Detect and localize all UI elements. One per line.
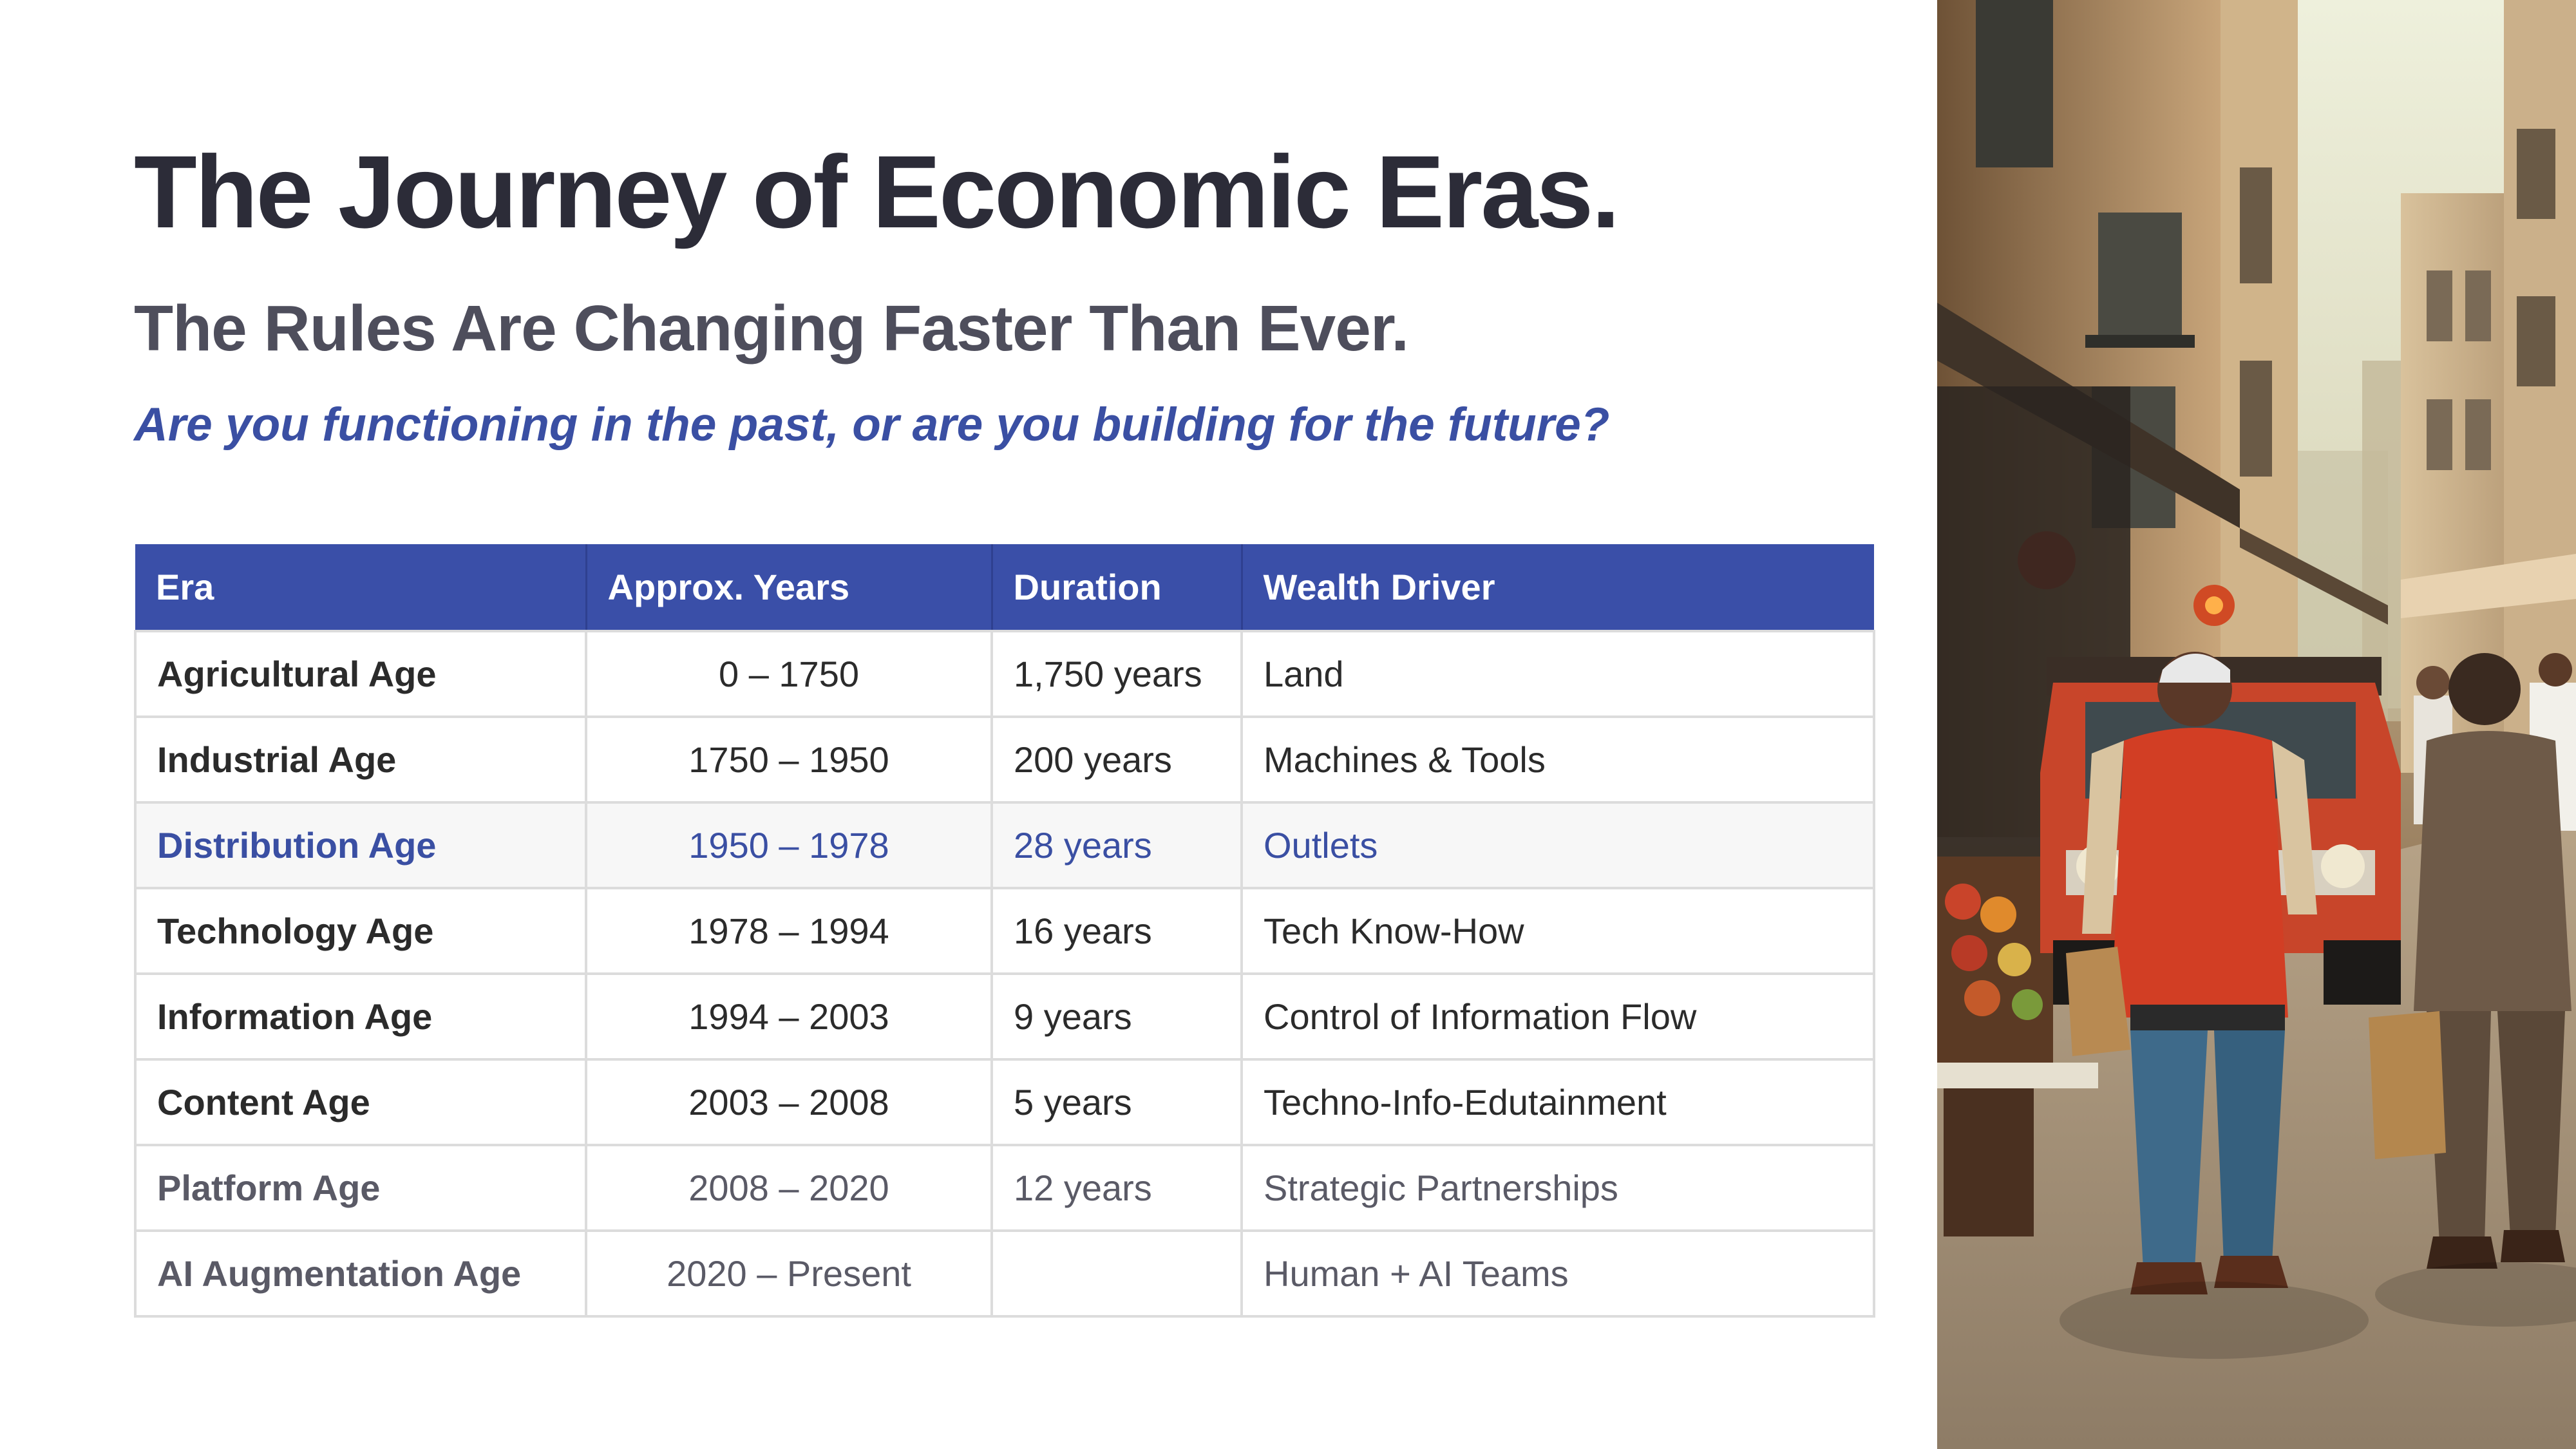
duration-cell: 5 years [990,1058,1243,1146]
driver-cell: Land [1240,630,1875,718]
era-cell: Industrial Age [134,715,587,804]
era-cell: Agricultural Age [134,630,587,718]
duration-cell: 28 years [990,801,1243,889]
era-cell: Content Age [134,1058,587,1146]
era-cell: Technology Age [134,887,587,975]
driver-cell: Strategic Partnerships [1240,1144,1875,1232]
years-cell: 0 – 1750 [585,630,993,718]
duration-cell: 9 years [990,972,1243,1061]
street-scene-illustration [1937,0,2576,1449]
duration-cell: 12 years [990,1144,1243,1232]
table-row-highlighted: Distribution Age 1950 – 1978 28 years Ou… [134,801,1875,889]
years-cell: 1750 – 1950 [585,715,993,804]
slide-subtitle: The Rules Are Changing Faster Than Ever. [134,292,1409,365]
table-row: Agricultural Age 0 – 1750 1,750 years La… [134,630,1875,718]
table-row: Information Age 1994 – 2003 9 years Cont… [134,972,1875,1061]
eras-table: Era Approx. Years Duration Wealth Driver… [134,544,1875,1318]
driver-cell: Control of Information Flow [1240,972,1875,1061]
years-cell: 1978 – 1994 [585,887,993,975]
duration-cell: 1,750 years [990,630,1243,718]
era-cell: AI Augmentation Age [134,1229,587,1318]
table-row-muted: Platform Age 2008 – 2020 12 years Strate… [134,1144,1875,1232]
duration-cell: 16 years [990,887,1243,975]
street-scene-photo [1937,0,2576,1449]
era-cell: Platform Age [134,1144,587,1232]
header-era: Era [135,544,587,631]
years-cell: 2008 – 2020 [585,1144,993,1232]
years-cell: 2003 – 2008 [585,1058,993,1146]
years-cell: 1950 – 1978 [585,801,993,889]
table-row: Content Age 2003 – 2008 5 years Techno-I… [134,1058,1875,1146]
slide-question: Are you functioning in the past, or are … [134,399,1610,451]
years-cell: 1994 – 2003 [585,972,993,1061]
driver-cell: Human + AI Teams [1240,1229,1875,1318]
driver-cell: Machines & Tools [1240,715,1875,804]
header-years: Approx. Years [586,544,993,631]
era-cell: Information Age [134,972,587,1061]
years-cell: 2020 – Present [585,1229,993,1318]
duration-cell [990,1229,1243,1318]
table-header-row: Era Approx. Years Duration Wealth Driver [135,544,1874,631]
era-cell: Distribution Age [134,801,587,889]
header-wealth-driver: Wealth Driver [1242,544,1874,631]
duration-cell: 200 years [990,715,1243,804]
table-row: Technology Age 1978 – 1994 16 years Tech… [134,887,1875,975]
header-duration: Duration [992,544,1243,631]
table-row: Industrial Age 1750 – 1950 200 years Mac… [134,715,1875,804]
driver-cell: Tech Know-How [1240,887,1875,975]
driver-cell: Outlets [1240,801,1875,889]
driver-cell: Techno-Info-Edutainment [1240,1058,1875,1146]
slide-title: The Journey of Economic Eras. [134,134,1620,249]
table-row-muted: AI Augmentation Age 2020 – Present Human… [134,1229,1875,1318]
